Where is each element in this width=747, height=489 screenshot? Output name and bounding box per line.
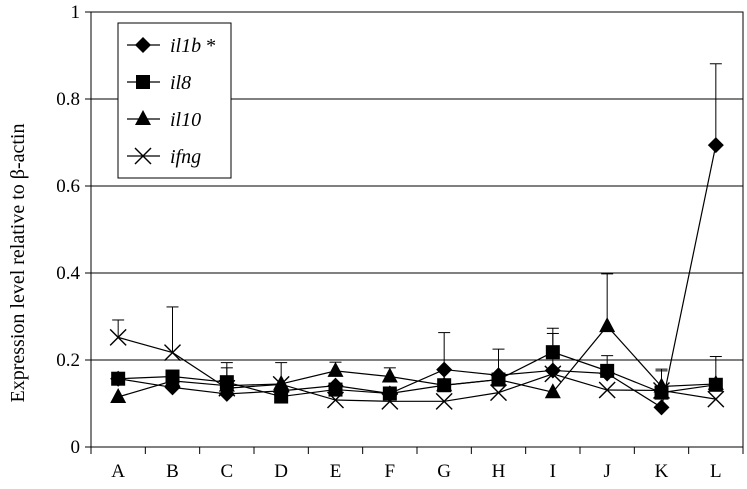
legend-item: il1b * bbox=[127, 35, 216, 57]
x-marker-stroke bbox=[218, 379, 236, 397]
data-point bbox=[707, 390, 725, 408]
series-il10 bbox=[110, 273, 724, 403]
x-tick-label: F bbox=[385, 461, 396, 482]
data-point bbox=[653, 381, 670, 399]
legend-item: il8 bbox=[127, 72, 191, 94]
data-point bbox=[218, 379, 236, 397]
data-point bbox=[382, 386, 397, 401]
x-tick-label: G bbox=[437, 461, 451, 482]
y-axis-label: Expression level relative to β-actin bbox=[7, 124, 29, 403]
x-marker-stroke bbox=[598, 381, 616, 399]
data-point bbox=[327, 391, 344, 409]
x-tick-label: E bbox=[330, 461, 342, 482]
x-tick-label: B bbox=[166, 461, 179, 482]
data-point bbox=[490, 370, 507, 386]
x-marker-stroke bbox=[164, 344, 181, 362]
x-marker-stroke bbox=[109, 328, 127, 346]
data-point bbox=[653, 399, 670, 416]
legend-box bbox=[117, 22, 232, 179]
x-tick-label: I bbox=[550, 461, 556, 482]
axes: 0 0.2 0.4 0.6 0.8 1 A B C D E F G H I J K L bbox=[56, 2, 744, 482]
legend-label: il10 bbox=[170, 109, 201, 131]
x-tick-label: D bbox=[274, 461, 288, 482]
x-marker-stroke bbox=[435, 392, 453, 410]
data-point bbox=[435, 392, 453, 410]
legend-marker bbox=[134, 147, 152, 165]
x-marker-stroke bbox=[272, 375, 290, 393]
data-point bbox=[707, 137, 724, 154]
x-tick-label: C bbox=[220, 461, 233, 482]
x-marker-stroke bbox=[653, 381, 670, 399]
legend-label: il8 bbox=[170, 72, 191, 94]
legend-label: il1b * bbox=[170, 35, 216, 57]
x-tick-label: K bbox=[655, 461, 669, 482]
x-marker-stroke bbox=[381, 392, 399, 410]
data-point bbox=[600, 363, 615, 378]
legend-significance-marker: * bbox=[201, 35, 216, 57]
legend-marker bbox=[135, 37, 151, 53]
legend-marker bbox=[136, 75, 150, 89]
data-point bbox=[544, 362, 561, 379]
data-point bbox=[436, 361, 453, 378]
x-marker-stroke bbox=[707, 390, 725, 408]
x-marker-stroke bbox=[134, 147, 152, 165]
series bbox=[109, 63, 725, 416]
data-point bbox=[328, 382, 343, 397]
data-point bbox=[272, 375, 290, 393]
data-point bbox=[599, 317, 616, 333]
y-tick-label: 0.8 bbox=[56, 89, 80, 110]
series-line bbox=[118, 336, 716, 402]
y-tick-label: 0.4 bbox=[56, 263, 80, 284]
legend: il1b * il8 il10 ifng bbox=[117, 22, 232, 179]
legend-item: ifng bbox=[127, 146, 201, 168]
x-tick-label: H bbox=[492, 461, 506, 482]
x-marker-stroke bbox=[544, 365, 562, 383]
y-tick-label: 0 bbox=[71, 437, 81, 458]
x-marker-stroke bbox=[327, 391, 344, 409]
data-point bbox=[381, 367, 398, 383]
data-point bbox=[111, 371, 126, 386]
data-point bbox=[544, 383, 561, 399]
legend-label: ifng bbox=[170, 146, 201, 168]
legend-marker bbox=[135, 110, 151, 125]
data-point bbox=[164, 371, 181, 387]
y-tick-label: 0.6 bbox=[56, 176, 80, 197]
series-line bbox=[117, 325, 716, 398]
data-point bbox=[436, 376, 453, 392]
series-line bbox=[118, 144, 717, 409]
data-point bbox=[327, 361, 344, 377]
data-point bbox=[490, 384, 507, 402]
x-tick-label: A bbox=[111, 461, 125, 482]
data-point bbox=[544, 365, 562, 383]
data-point bbox=[164, 344, 181, 362]
data-point bbox=[707, 374, 724, 390]
data-point bbox=[110, 387, 127, 403]
x-tick-label: L bbox=[710, 461, 722, 482]
y-tick-label: 0.2 bbox=[56, 350, 80, 371]
data-point bbox=[381, 392, 399, 410]
y-tick-label: 1 bbox=[71, 2, 81, 23]
legend-item: il10 bbox=[127, 109, 201, 131]
data-point bbox=[598, 381, 616, 399]
series-ifng bbox=[109, 306, 725, 410]
data-point bbox=[274, 389, 289, 404]
data-point bbox=[545, 345, 560, 360]
x-marker-stroke bbox=[490, 384, 507, 402]
data-point bbox=[109, 328, 127, 346]
series-line bbox=[118, 351, 716, 398]
series-il8 bbox=[111, 327, 723, 404]
x-tick-label: J bbox=[603, 461, 610, 482]
